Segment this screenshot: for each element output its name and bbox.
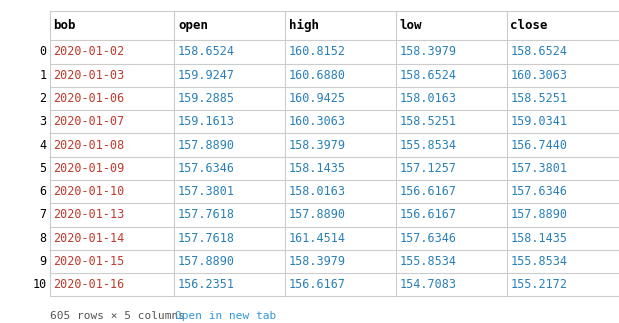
Text: 156.6167: 156.6167 xyxy=(399,185,456,198)
Text: 160.3063: 160.3063 xyxy=(510,69,567,82)
Text: Open in new tab: Open in new tab xyxy=(175,310,276,320)
Text: 157.6346: 157.6346 xyxy=(510,185,567,198)
Text: 2020-01-14: 2020-01-14 xyxy=(53,232,124,245)
Text: 157.3801: 157.3801 xyxy=(178,185,235,198)
Text: 158.3979: 158.3979 xyxy=(288,139,346,151)
Text: 4: 4 xyxy=(39,139,46,151)
Text: 159.0341: 159.0341 xyxy=(510,115,567,128)
Text: 158.1435: 158.1435 xyxy=(510,232,567,245)
Text: 605 rows × 5 columns: 605 rows × 5 columns xyxy=(50,310,205,320)
Text: 9: 9 xyxy=(39,255,46,268)
Text: 157.7618: 157.7618 xyxy=(178,232,235,245)
Text: 5: 5 xyxy=(39,162,46,175)
Text: 159.2885: 159.2885 xyxy=(178,92,235,105)
Text: 2020-01-15: 2020-01-15 xyxy=(53,255,124,268)
Text: high: high xyxy=(288,19,319,32)
Text: 158.3979: 158.3979 xyxy=(288,255,346,268)
Text: 3: 3 xyxy=(39,115,46,128)
Text: open: open xyxy=(178,19,208,32)
Text: 2020-01-02: 2020-01-02 xyxy=(53,46,124,58)
Text: 157.1257: 157.1257 xyxy=(399,162,456,175)
Text: 160.6880: 160.6880 xyxy=(288,69,346,82)
Text: 8: 8 xyxy=(39,232,46,245)
Text: 7: 7 xyxy=(39,208,46,222)
Text: close: close xyxy=(510,19,548,32)
Text: 158.5251: 158.5251 xyxy=(399,115,456,128)
Text: 158.5251: 158.5251 xyxy=(510,92,567,105)
Text: 157.6346: 157.6346 xyxy=(178,162,235,175)
Text: 160.9425: 160.9425 xyxy=(288,92,346,105)
Text: 2020-01-16: 2020-01-16 xyxy=(53,278,124,291)
Text: 155.8534: 155.8534 xyxy=(399,255,456,268)
Text: 159.1613: 159.1613 xyxy=(178,115,235,128)
Text: 158.6524: 158.6524 xyxy=(399,69,456,82)
Text: 156.7440: 156.7440 xyxy=(510,139,567,151)
Text: 161.4514: 161.4514 xyxy=(288,232,346,245)
Text: 2: 2 xyxy=(39,92,46,105)
Text: 2020-01-10: 2020-01-10 xyxy=(53,185,124,198)
Text: 10: 10 xyxy=(32,278,46,291)
Text: 2020-01-09: 2020-01-09 xyxy=(53,162,124,175)
Text: 158.6524: 158.6524 xyxy=(178,46,235,58)
Text: 155.8534: 155.8534 xyxy=(510,255,567,268)
Text: 157.8890: 157.8890 xyxy=(510,208,567,222)
Text: 157.6346: 157.6346 xyxy=(399,232,456,245)
Text: 2020-01-07: 2020-01-07 xyxy=(53,115,124,128)
Text: 156.6167: 156.6167 xyxy=(288,278,346,291)
Text: 157.3801: 157.3801 xyxy=(510,162,567,175)
Text: 158.0163: 158.0163 xyxy=(288,185,346,198)
Text: 154.7083: 154.7083 xyxy=(399,278,456,291)
Text: 2020-01-13: 2020-01-13 xyxy=(53,208,124,222)
Text: 158.1435: 158.1435 xyxy=(288,162,346,175)
Text: 160.3063: 160.3063 xyxy=(288,115,346,128)
Text: low: low xyxy=(399,19,422,32)
Text: 2020-01-08: 2020-01-08 xyxy=(53,139,124,151)
Text: bob: bob xyxy=(53,19,76,32)
Text: 6: 6 xyxy=(39,185,46,198)
Text: 158.0163: 158.0163 xyxy=(399,92,456,105)
Text: 160.8152: 160.8152 xyxy=(288,46,346,58)
Text: 157.8890: 157.8890 xyxy=(288,208,346,222)
Text: 1: 1 xyxy=(39,69,46,82)
Text: 158.3979: 158.3979 xyxy=(399,46,456,58)
Text: 2020-01-06: 2020-01-06 xyxy=(53,92,124,105)
Text: 157.8890: 157.8890 xyxy=(178,139,235,151)
Text: 156.2351: 156.2351 xyxy=(178,278,235,291)
Text: 155.2172: 155.2172 xyxy=(510,278,567,291)
Text: 156.6167: 156.6167 xyxy=(399,208,456,222)
Text: 155.8534: 155.8534 xyxy=(399,139,456,151)
Text: 0: 0 xyxy=(39,46,46,58)
Text: 159.9247: 159.9247 xyxy=(178,69,235,82)
Text: 2020-01-03: 2020-01-03 xyxy=(53,69,124,82)
Text: 157.8890: 157.8890 xyxy=(178,255,235,268)
Text: 157.7618: 157.7618 xyxy=(178,208,235,222)
Text: 158.6524: 158.6524 xyxy=(510,46,567,58)
